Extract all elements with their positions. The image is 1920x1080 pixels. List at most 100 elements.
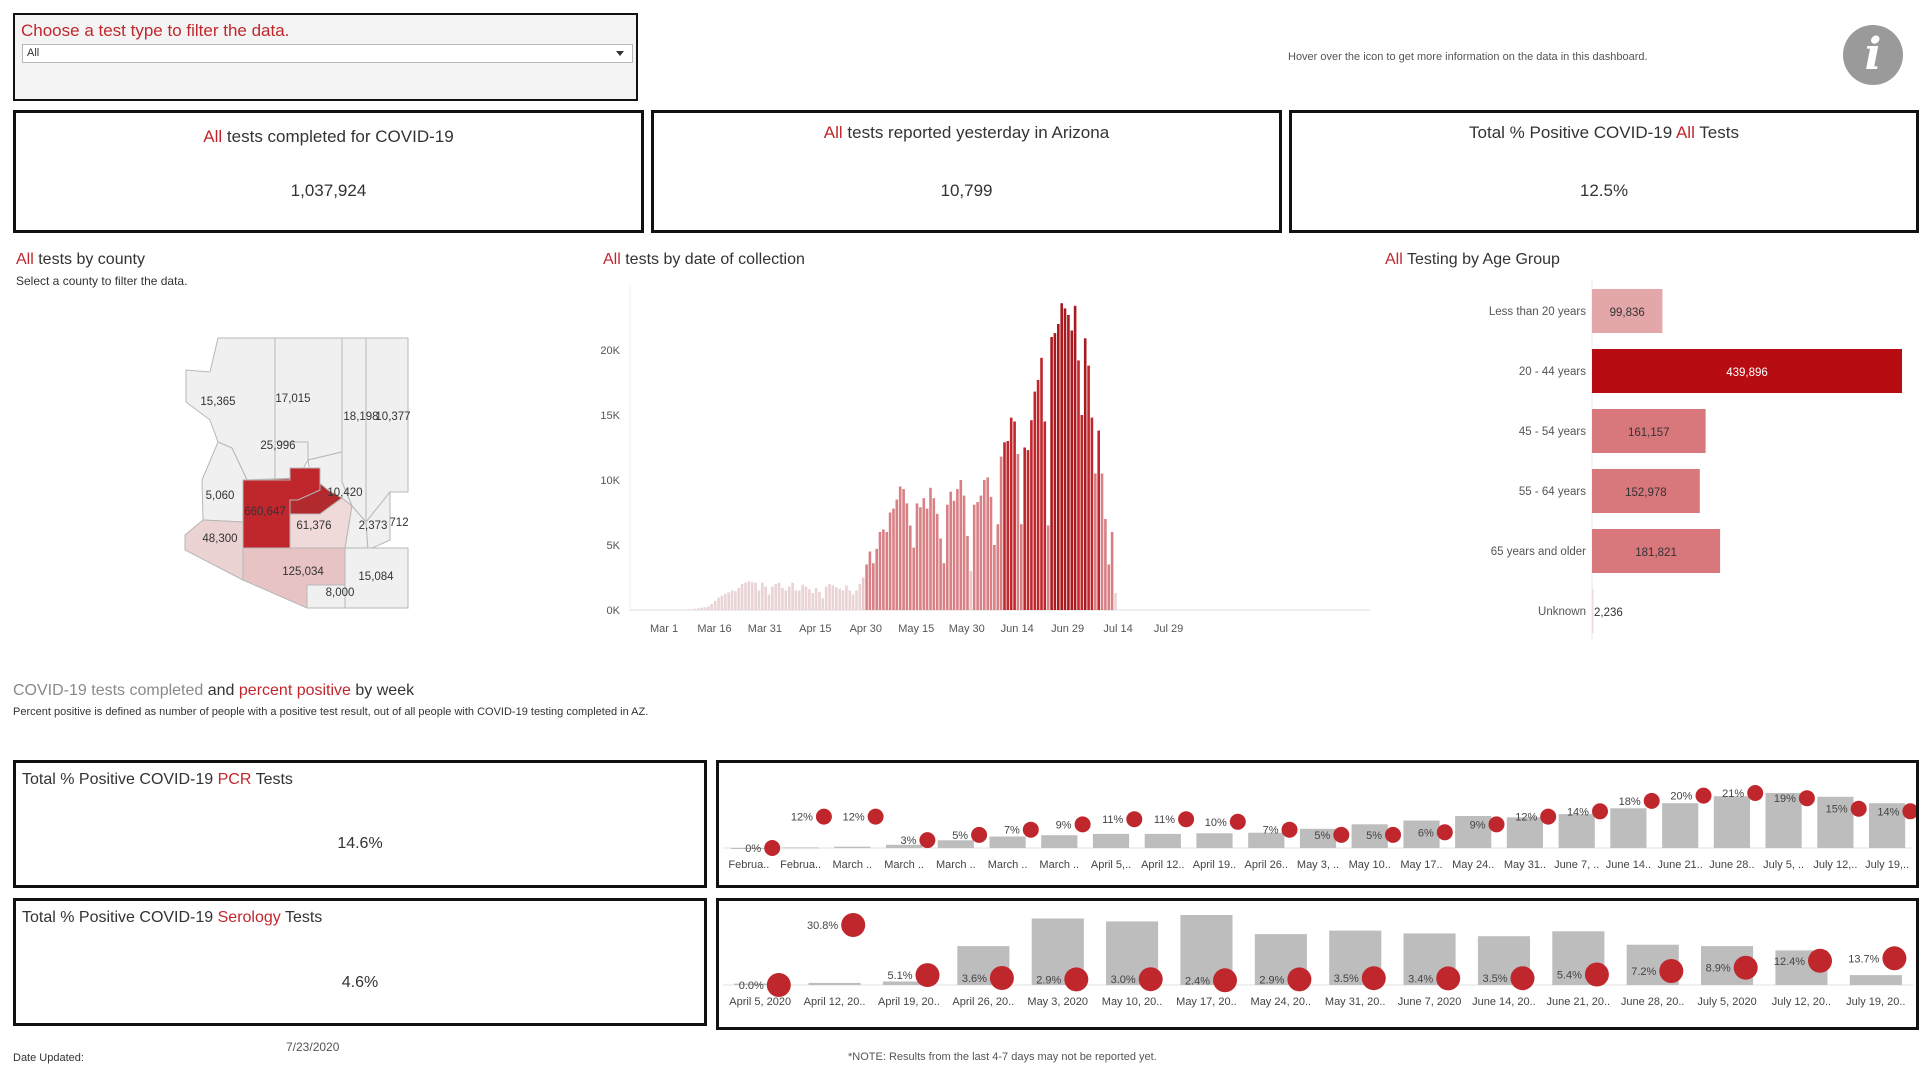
tests-bar bbox=[1610, 808, 1647, 848]
age-category-label: 65 years and older bbox=[1491, 546, 1586, 558]
date-bar bbox=[1020, 524, 1023, 610]
info-icon[interactable]: i bbox=[1843, 25, 1903, 85]
date-bar bbox=[1067, 314, 1070, 610]
percent-label: 2.9% bbox=[1036, 974, 1061, 986]
county-yuma[interactable] bbox=[184, 519, 244, 581]
date-bar bbox=[892, 508, 895, 610]
kpi-serology-positive: Total % Positive COVID-19 Serology Tests… bbox=[13, 898, 707, 1026]
date-bar bbox=[777, 582, 781, 610]
date-bar bbox=[845, 585, 848, 610]
county-apache[interactable] bbox=[365, 337, 409, 524]
y-tick-label: 15K bbox=[600, 410, 620, 422]
date-bar bbox=[771, 586, 774, 610]
week-label: May 10, 20.. bbox=[1102, 996, 1163, 1008]
week-label: May 31.. bbox=[1504, 859, 1546, 871]
date-bar bbox=[1023, 447, 1026, 610]
date-bar bbox=[1083, 338, 1087, 610]
percent-label: 19% bbox=[1774, 793, 1796, 805]
week-label: July 12,.. bbox=[1813, 859, 1857, 871]
percent-label: 3.6% bbox=[962, 973, 987, 985]
kpi-title-text: Tests bbox=[1694, 123, 1739, 142]
week-label: April 26, 20.. bbox=[952, 996, 1014, 1008]
week-label: July 19, 20.. bbox=[1846, 996, 1905, 1008]
age-bar bbox=[1592, 289, 1663, 333]
kpi-tests-completed: All tests completed for COVID-19 1,037,9… bbox=[13, 110, 644, 233]
county-maricopa-core[interactable] bbox=[242, 467, 321, 549]
serology-weekly-chart[interactable]: April 5, 2020 April 12, 20.. April 19, 20.… bbox=[719, 901, 1916, 1027]
percent-positive-dot bbox=[1281, 821, 1298, 838]
date-bar bbox=[956, 489, 959, 610]
weekly-title-percent: percent positive bbox=[238, 682, 351, 699]
age-bar bbox=[1592, 469, 1700, 513]
x-tick-label: Mar 31 bbox=[748, 623, 782, 635]
percent-label: 5% bbox=[952, 830, 968, 842]
percent-label: 12% bbox=[843, 812, 865, 824]
percent-positive-dot bbox=[1747, 785, 1764, 801]
age-category-label: Unknown bbox=[1538, 606, 1586, 618]
date-bar bbox=[1026, 450, 1030, 610]
age-bar bbox=[1592, 589, 1594, 633]
week-label: April 5,.. bbox=[1091, 859, 1131, 871]
percent-label: 20% bbox=[1670, 791, 1692, 803]
tests-by-date-chart[interactable]: 20K 15K 10K 5K 0K Mar 1 Mar 16 Mar 31 Apr 15 Apr … bbox=[590, 275, 1380, 645]
date-bar bbox=[804, 586, 808, 610]
date-bar bbox=[764, 586, 767, 610]
tests-bar bbox=[1144, 833, 1181, 848]
test-type-dropdown[interactable]: All bbox=[22, 44, 633, 63]
county-label: 61,376 bbox=[296, 520, 331, 532]
county-label: 18,198 bbox=[343, 411, 378, 423]
x-tick-label: Jun 29 bbox=[1051, 623, 1084, 635]
tests-bar bbox=[1662, 803, 1699, 848]
testing-by-age-chart[interactable]: Less than 20 years 99,836 20 - 44 years 439… bbox=[1390, 275, 1920, 645]
weekly-section-title: COVID-19 tests completed and percent pos… bbox=[13, 682, 414, 700]
tests-bar bbox=[1713, 796, 1750, 848]
tests-bar bbox=[1506, 817, 1543, 848]
percent-label: 3% bbox=[900, 835, 916, 847]
age-bar bbox=[1592, 349, 1902, 393]
percent-label: 30.8% bbox=[807, 920, 838, 932]
date-bar bbox=[851, 594, 855, 610]
chevron-down-icon[interactable] bbox=[616, 51, 624, 56]
percent-label: 9% bbox=[1470, 819, 1486, 831]
county-section-subtitle: Select a county to filter the data. bbox=[16, 274, 188, 288]
weekly-title-and: and bbox=[203, 682, 239, 699]
date-bar bbox=[986, 477, 989, 610]
percent-label: 21% bbox=[1722, 788, 1744, 800]
tests-bar bbox=[1817, 796, 1854, 848]
age-category-label: 20 - 44 years bbox=[1519, 366, 1586, 378]
date-bar bbox=[861, 577, 865, 610]
percent-label: 3.0% bbox=[1111, 974, 1136, 986]
date-bar bbox=[969, 571, 973, 610]
arizona-county-map[interactable]: 15,365 17,015 18,198 10,377 25,996 5,060… bbox=[180, 330, 420, 610]
reporting-lag-note: *NOTE: Results from the last 4-7 days ma… bbox=[848, 1051, 1157, 1063]
percent-label: 5.1% bbox=[887, 970, 912, 982]
date-bar bbox=[1070, 330, 1074, 610]
x-tick-label: Apr 30 bbox=[850, 623, 882, 635]
county-cochise[interactable] bbox=[344, 547, 409, 609]
pcr-weekly-chart[interactable]: Februa.. Februa.. March .. March .. March ..… bbox=[719, 763, 1916, 885]
tests-bar bbox=[1455, 816, 1492, 848]
age-value-label: 439,896 bbox=[1726, 367, 1768, 379]
weekly-title-tests: COVID-19 tests completed bbox=[13, 682, 204, 699]
week-label: July 5, 2020 bbox=[1697, 996, 1756, 1008]
week-label: May 24, 20.. bbox=[1251, 996, 1312, 1008]
county-greenlee[interactable] bbox=[365, 490, 391, 551]
county-title-text: tests by county bbox=[33, 251, 145, 268]
age-value-label: 161,157 bbox=[1628, 427, 1670, 439]
date-bar bbox=[707, 606, 710, 610]
test-type-highlight: All bbox=[203, 127, 223, 146]
week-label: June 28.. bbox=[1709, 859, 1754, 871]
percent-positive-dot bbox=[1902, 803, 1916, 820]
x-tick-label: Jun 14 bbox=[1001, 623, 1034, 635]
percent-label: 7.2% bbox=[1631, 966, 1656, 978]
date-bar bbox=[898, 486, 902, 610]
date-bar bbox=[1046, 525, 1050, 610]
kpi-serology-title: Total % Positive COVID-19 Serology Tests bbox=[22, 909, 322, 927]
date-bar bbox=[720, 595, 724, 610]
x-tick-label: Jul 14 bbox=[1103, 623, 1132, 635]
kpi-pcr-value: 14.6% bbox=[337, 835, 383, 852]
date-bar bbox=[962, 495, 966, 610]
percent-label: 7% bbox=[1263, 825, 1279, 837]
date-bar bbox=[814, 587, 818, 610]
percent-label: 11% bbox=[1102, 814, 1123, 826]
